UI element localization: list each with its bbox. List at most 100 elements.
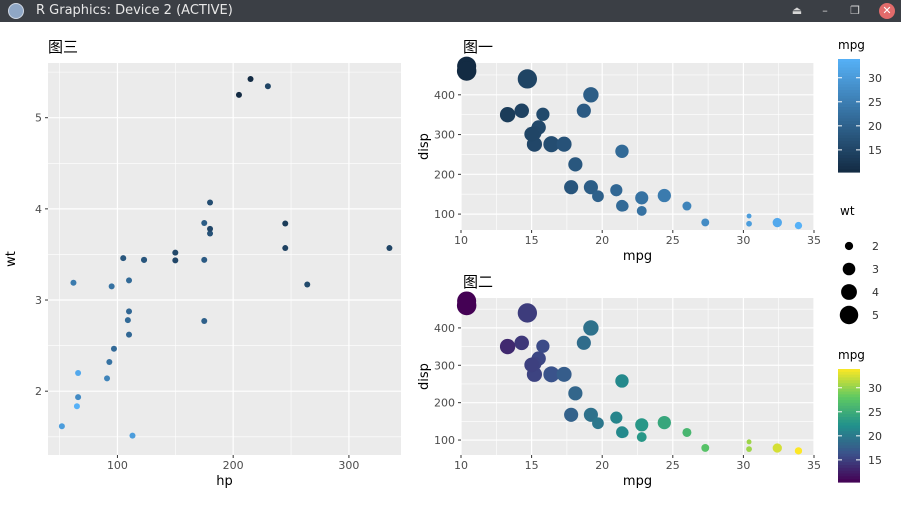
panel-background bbox=[48, 63, 401, 455]
data-point bbox=[746, 439, 752, 445]
colorbar-segment bbox=[838, 155, 860, 159]
colorbar-segment bbox=[838, 92, 860, 97]
data-point bbox=[536, 107, 550, 121]
colorbar-segment bbox=[838, 473, 860, 477]
colorbar-segment bbox=[838, 157, 860, 162]
colorbar-segment bbox=[838, 417, 860, 421]
colorbar-segment bbox=[838, 160, 860, 165]
data-point bbox=[543, 366, 560, 383]
colorbar-segment bbox=[838, 428, 860, 432]
data-point bbox=[592, 190, 604, 203]
colorbar-segment bbox=[838, 138, 860, 142]
data-point bbox=[682, 427, 692, 437]
colorbar-segment bbox=[838, 465, 860, 469]
data-point bbox=[635, 191, 649, 205]
y-axis-label: disp bbox=[417, 363, 432, 390]
colorbar-segment bbox=[838, 479, 860, 483]
colorbar-segment bbox=[838, 107, 860, 111]
restore-button[interactable]: ❐ bbox=[850, 4, 860, 17]
colorbar-segment bbox=[838, 70, 860, 74]
colorbar-segment bbox=[838, 87, 860, 91]
colorbar-segment bbox=[838, 445, 860, 449]
data-point bbox=[264, 83, 271, 90]
colorbar-label: 30 bbox=[868, 382, 882, 395]
data-point bbox=[564, 407, 579, 422]
data-point bbox=[556, 366, 572, 382]
colorbar-segment bbox=[838, 152, 860, 156]
colorbar-segment bbox=[838, 135, 860, 139]
data-point bbox=[636, 205, 647, 216]
data-point bbox=[746, 213, 752, 219]
colorbar-segment bbox=[838, 98, 860, 102]
x-tick-label: 10 bbox=[454, 459, 468, 472]
colorbar-segment bbox=[838, 84, 860, 88]
data-point bbox=[129, 432, 136, 439]
colorbar-segment bbox=[838, 129, 860, 134]
data-point bbox=[543, 136, 560, 153]
chart-plot2: 10 15 20 25 30 35 100 200 300 400 图二 mpg disp bbox=[417, 273, 821, 489]
colorbar-segment bbox=[838, 453, 860, 458]
data-point bbox=[514, 335, 529, 351]
data-point bbox=[576, 103, 591, 118]
colorbar-segment bbox=[838, 419, 860, 424]
data-point bbox=[583, 180, 598, 195]
y-tick-label: 400 bbox=[434, 89, 455, 102]
y-tick-label: 300 bbox=[434, 359, 455, 372]
colorbar-segment bbox=[838, 90, 860, 94]
data-point bbox=[235, 91, 242, 98]
colorbar-segment bbox=[838, 73, 860, 77]
colorbar-segment bbox=[838, 439, 860, 444]
x-tick-label: 20 bbox=[595, 459, 609, 472]
data-point bbox=[106, 359, 113, 366]
legend-key-point bbox=[839, 305, 859, 325]
data-point bbox=[514, 103, 529, 118]
chart-plot3: 100 200 300 2 3 4 5 图三 hp wt bbox=[4, 38, 401, 489]
colorbar-segment bbox=[838, 369, 860, 373]
data-point bbox=[172, 249, 179, 256]
colorbar-segment bbox=[838, 411, 860, 415]
data-point bbox=[576, 335, 591, 350]
colorbar-segment bbox=[838, 109, 860, 114]
y-tick-label: 200 bbox=[434, 397, 455, 410]
data-point bbox=[126, 331, 133, 338]
colorbar-segment bbox=[838, 476, 860, 480]
legend-label: 3 bbox=[872, 263, 879, 276]
colorbar-segment bbox=[838, 67, 860, 71]
colorbar-segment bbox=[838, 146, 860, 150]
data-point bbox=[201, 317, 208, 324]
close-button[interactable]: ✕ bbox=[879, 3, 895, 19]
colorbar-segment bbox=[838, 118, 860, 122]
x-tick-label: 10 bbox=[454, 234, 468, 247]
legend-mpg-viridis: mpg 30 25 20 15 bbox=[838, 348, 882, 483]
eject-icon[interactable]: ⏏ bbox=[791, 4, 803, 17]
y-tick-label: 4 bbox=[35, 203, 42, 216]
colorbar-segment bbox=[838, 470, 860, 475]
data-point bbox=[141, 256, 148, 263]
x-tick-label: 25 bbox=[666, 459, 680, 472]
legend-wt: wt 2 3 4 5 bbox=[838, 204, 879, 326]
legend-key-point bbox=[841, 284, 857, 300]
data-point bbox=[610, 411, 623, 424]
data-point bbox=[126, 277, 133, 284]
colorbar-segment bbox=[838, 385, 860, 390]
data-point bbox=[592, 417, 604, 430]
plot-title: 图一 bbox=[463, 38, 493, 56]
colorbar-segment bbox=[838, 456, 860, 460]
window-title: R Graphics: Device 2 (ACTIVE) bbox=[36, 3, 233, 18]
colorbar-label: 20 bbox=[868, 430, 882, 443]
data-point bbox=[616, 426, 628, 439]
data-point bbox=[657, 188, 671, 203]
data-point bbox=[517, 69, 538, 89]
colorbar-segment bbox=[838, 397, 860, 401]
data-point bbox=[247, 76, 254, 83]
x-axis-label: mpg bbox=[623, 249, 652, 264]
colorbar-segment bbox=[838, 394, 860, 398]
data-point bbox=[517, 303, 538, 323]
colorbar-label: 20 bbox=[868, 120, 882, 133]
colorbar-segment bbox=[838, 377, 860, 381]
colorbar-label: 25 bbox=[868, 96, 882, 109]
data-point bbox=[772, 217, 782, 228]
minimize-button[interactable]: – bbox=[822, 4, 828, 17]
x-tick-label: 15 bbox=[525, 459, 539, 472]
data-point bbox=[556, 136, 572, 152]
